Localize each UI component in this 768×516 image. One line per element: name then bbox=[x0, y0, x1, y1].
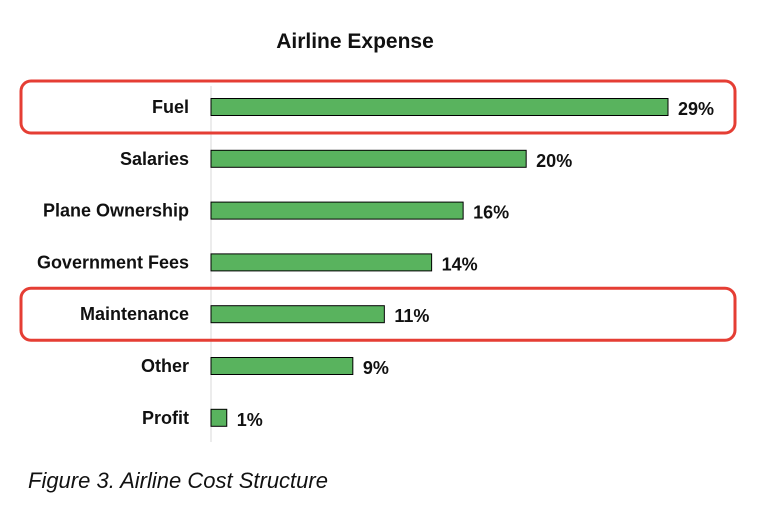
category-label-fuel: Fuel bbox=[152, 97, 189, 117]
category-label-profit: Profit bbox=[142, 408, 189, 428]
data-label-salaries: 20% bbox=[536, 151, 572, 171]
bar-government-fees bbox=[210, 253, 433, 272]
data-label-other: 9% bbox=[363, 358, 389, 378]
category-label-salaries: Salaries bbox=[120, 149, 189, 169]
highlight-box-maintenance bbox=[19, 286, 737, 342]
data-label-government-fees: 14% bbox=[442, 254, 478, 274]
bar-profit bbox=[210, 408, 228, 427]
data-label-plane-ownership: 16% bbox=[473, 203, 509, 223]
bar-other bbox=[210, 357, 354, 375]
bar-fuel bbox=[210, 98, 669, 116]
data-label-fuel: 29% bbox=[678, 99, 714, 119]
bar-maintenance bbox=[210, 305, 385, 324]
figure-caption: Figure 3. Airline Cost Structure bbox=[28, 468, 328, 493]
highlight-box-fuel bbox=[19, 79, 737, 135]
data-label-maintenance: 11% bbox=[394, 306, 429, 326]
category-label-plane-ownership: Plane Ownership bbox=[43, 201, 189, 221]
bar-plane-ownership bbox=[210, 201, 464, 220]
bar-salaries bbox=[210, 149, 527, 168]
data-label-profit: 1% bbox=[237, 410, 263, 430]
category-label-other: Other bbox=[141, 356, 189, 376]
chart-title: Airline Expense bbox=[276, 30, 434, 53]
category-label-government-fees: Government Fees bbox=[37, 252, 189, 272]
category-label-maintenance: Maintenance bbox=[80, 304, 189, 324]
